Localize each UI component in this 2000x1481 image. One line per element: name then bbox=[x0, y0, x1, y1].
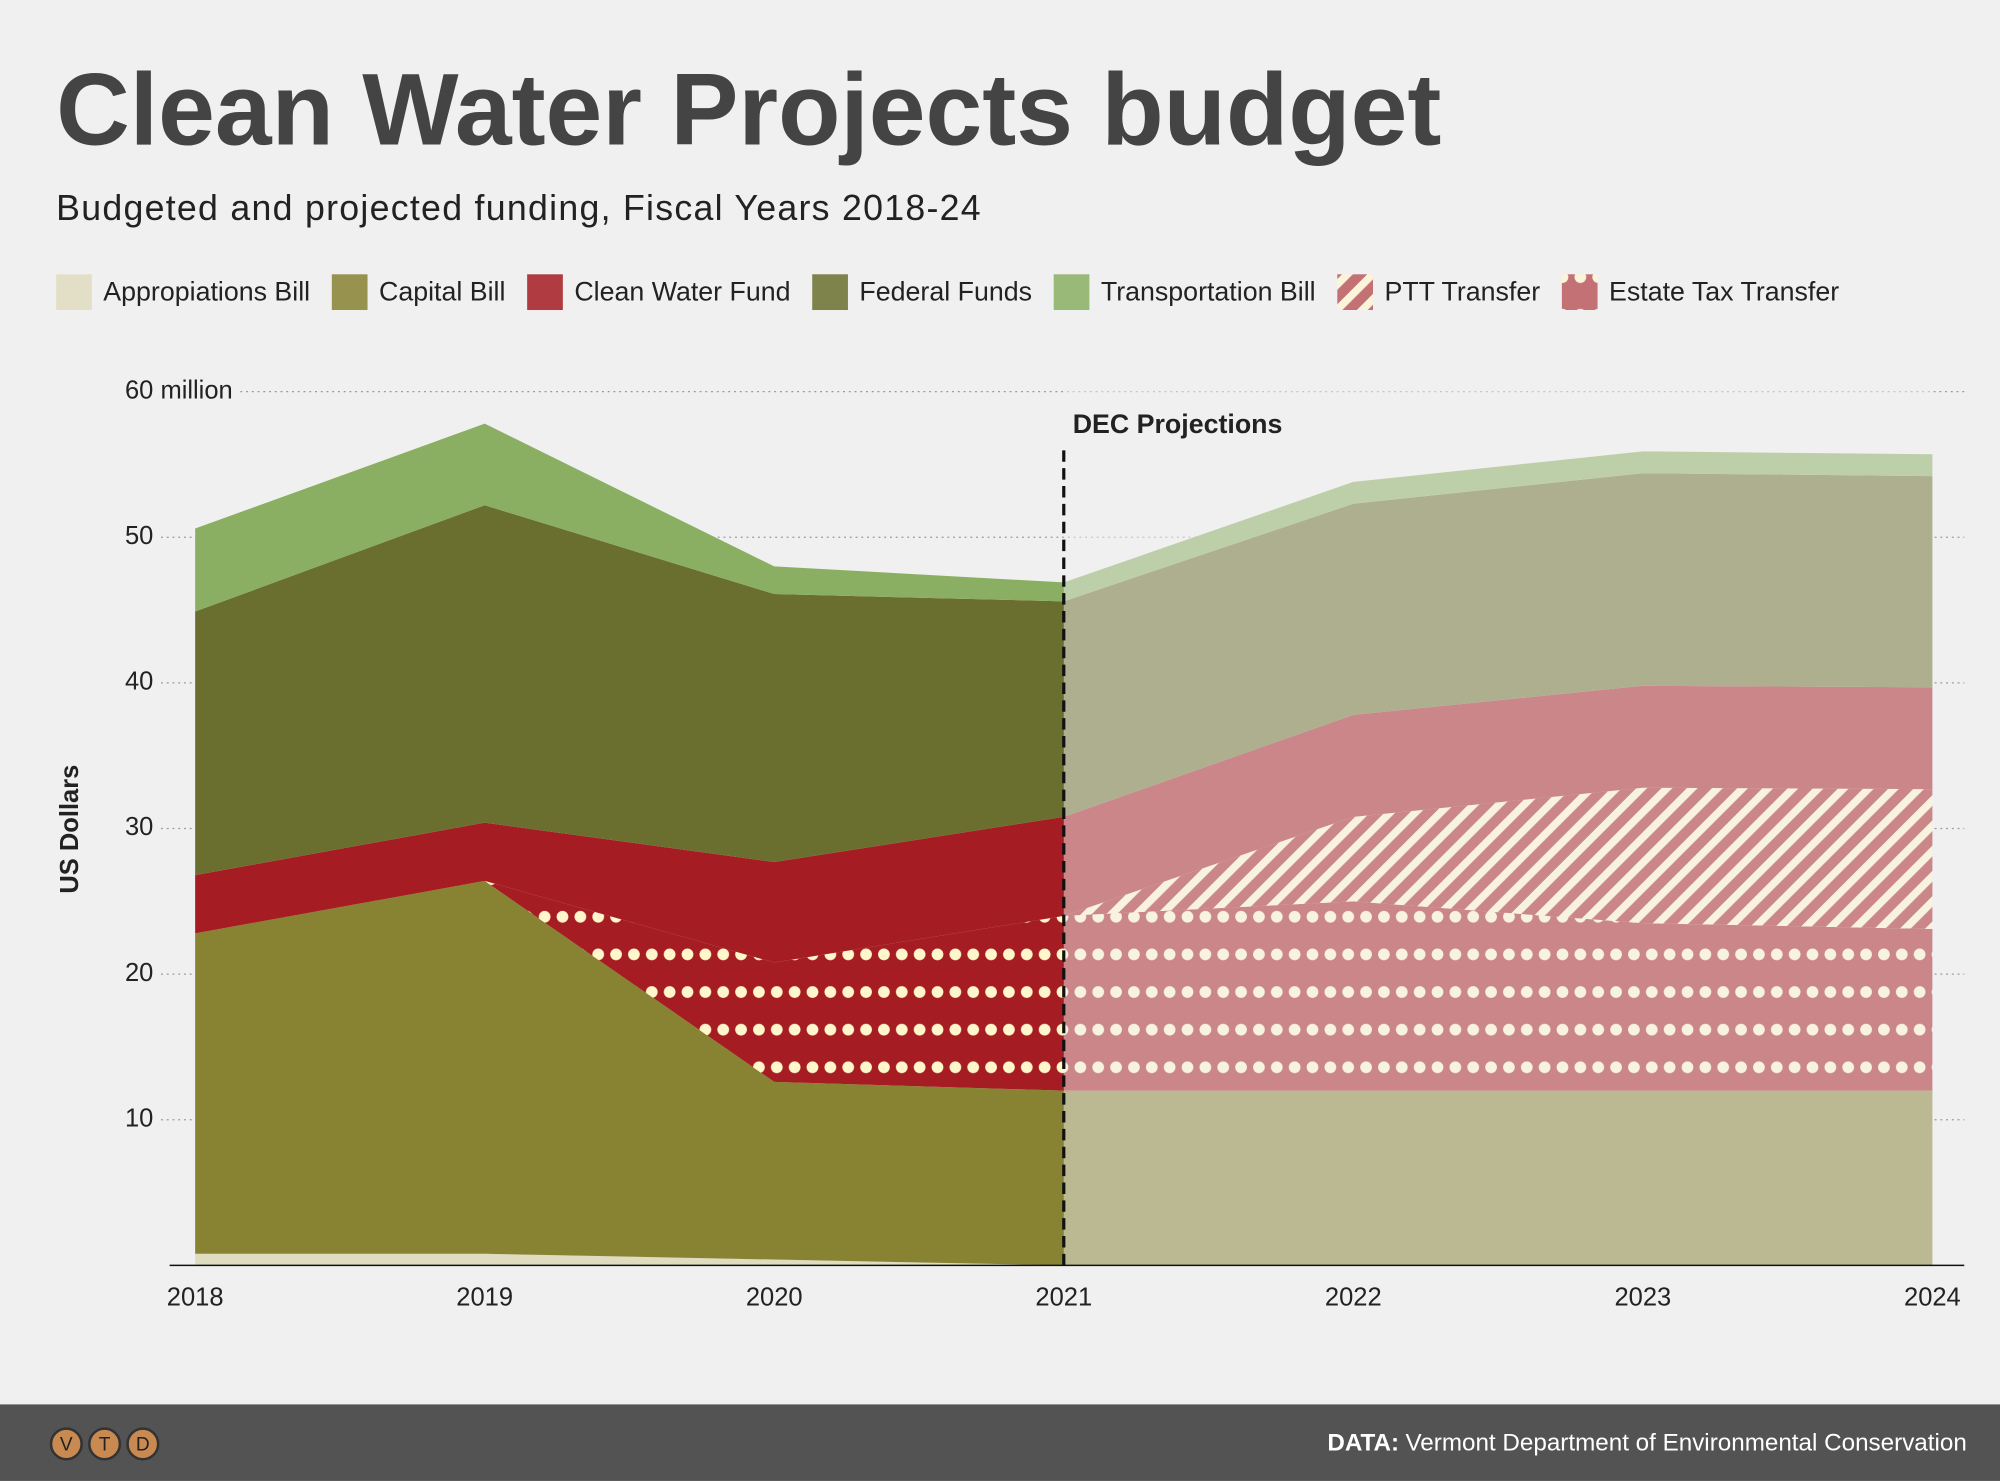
legend-swatch bbox=[527, 274, 563, 311]
legend-swatch bbox=[1337, 274, 1374, 311]
y-tick-label: 10 bbox=[125, 1104, 153, 1132]
legend-swatch bbox=[812, 274, 848, 311]
logo-letter: V bbox=[60, 1434, 73, 1455]
legend-label: Appropiations Bill bbox=[103, 277, 310, 307]
x-tick-label: 2023 bbox=[1614, 1283, 1671, 1311]
x-tick-label: 2024 bbox=[1904, 1283, 1961, 1311]
x-tick-label: 2019 bbox=[456, 1283, 513, 1311]
y-tick-label: 20 bbox=[125, 959, 153, 987]
chart-subtitle: Budgeted and projected funding, Fiscal Y… bbox=[56, 188, 982, 228]
logo-circle bbox=[49, 1427, 83, 1461]
logo-letter: T bbox=[99, 1434, 111, 1455]
y-axis-label: US Dollars bbox=[56, 765, 84, 894]
y-tick-label: 30 bbox=[125, 813, 153, 841]
y-tick-label: 50 bbox=[125, 522, 153, 550]
area bbox=[195, 1253, 1933, 1266]
projection-shade bbox=[1063, 378, 1934, 1266]
logo-letter: D bbox=[136, 1434, 150, 1455]
legend-label: Clean Water Fund bbox=[574, 277, 790, 307]
footer-bar bbox=[0, 1404, 2000, 1481]
legend-label: PTT Transfer bbox=[1384, 277, 1540, 307]
legend-label: Estate Tax Transfer bbox=[1609, 277, 1839, 307]
logo-circle bbox=[88, 1427, 122, 1461]
y-tick-label: 40 bbox=[125, 668, 153, 696]
x-tick-label: 2018 bbox=[167, 1283, 224, 1311]
legend-swatch bbox=[56, 274, 92, 311]
legend-label: Capital Bill bbox=[379, 277, 505, 307]
source-label: DATA: bbox=[1327, 1429, 1399, 1456]
y-tick-label: 60 million bbox=[125, 376, 233, 404]
x-tick-label: 2020 bbox=[746, 1283, 803, 1311]
legend-swatch bbox=[1561, 274, 1598, 311]
annotation: DEC Projections bbox=[1073, 409, 1283, 439]
legend-label: Transportation Bill bbox=[1101, 277, 1316, 307]
legend-swatch bbox=[1053, 274, 1090, 311]
legend-swatch bbox=[331, 274, 368, 311]
source: Vermont Department of Environmental Cons… bbox=[1405, 1429, 1966, 1456]
chart-title: Clean Water Projects budget bbox=[56, 52, 1441, 166]
logo-circle bbox=[126, 1427, 160, 1461]
x-tick-label: 2022 bbox=[1325, 1283, 1382, 1311]
x-tick-label: 2021 bbox=[1035, 1283, 1092, 1311]
legend-label: Federal Funds bbox=[859, 277, 1032, 307]
